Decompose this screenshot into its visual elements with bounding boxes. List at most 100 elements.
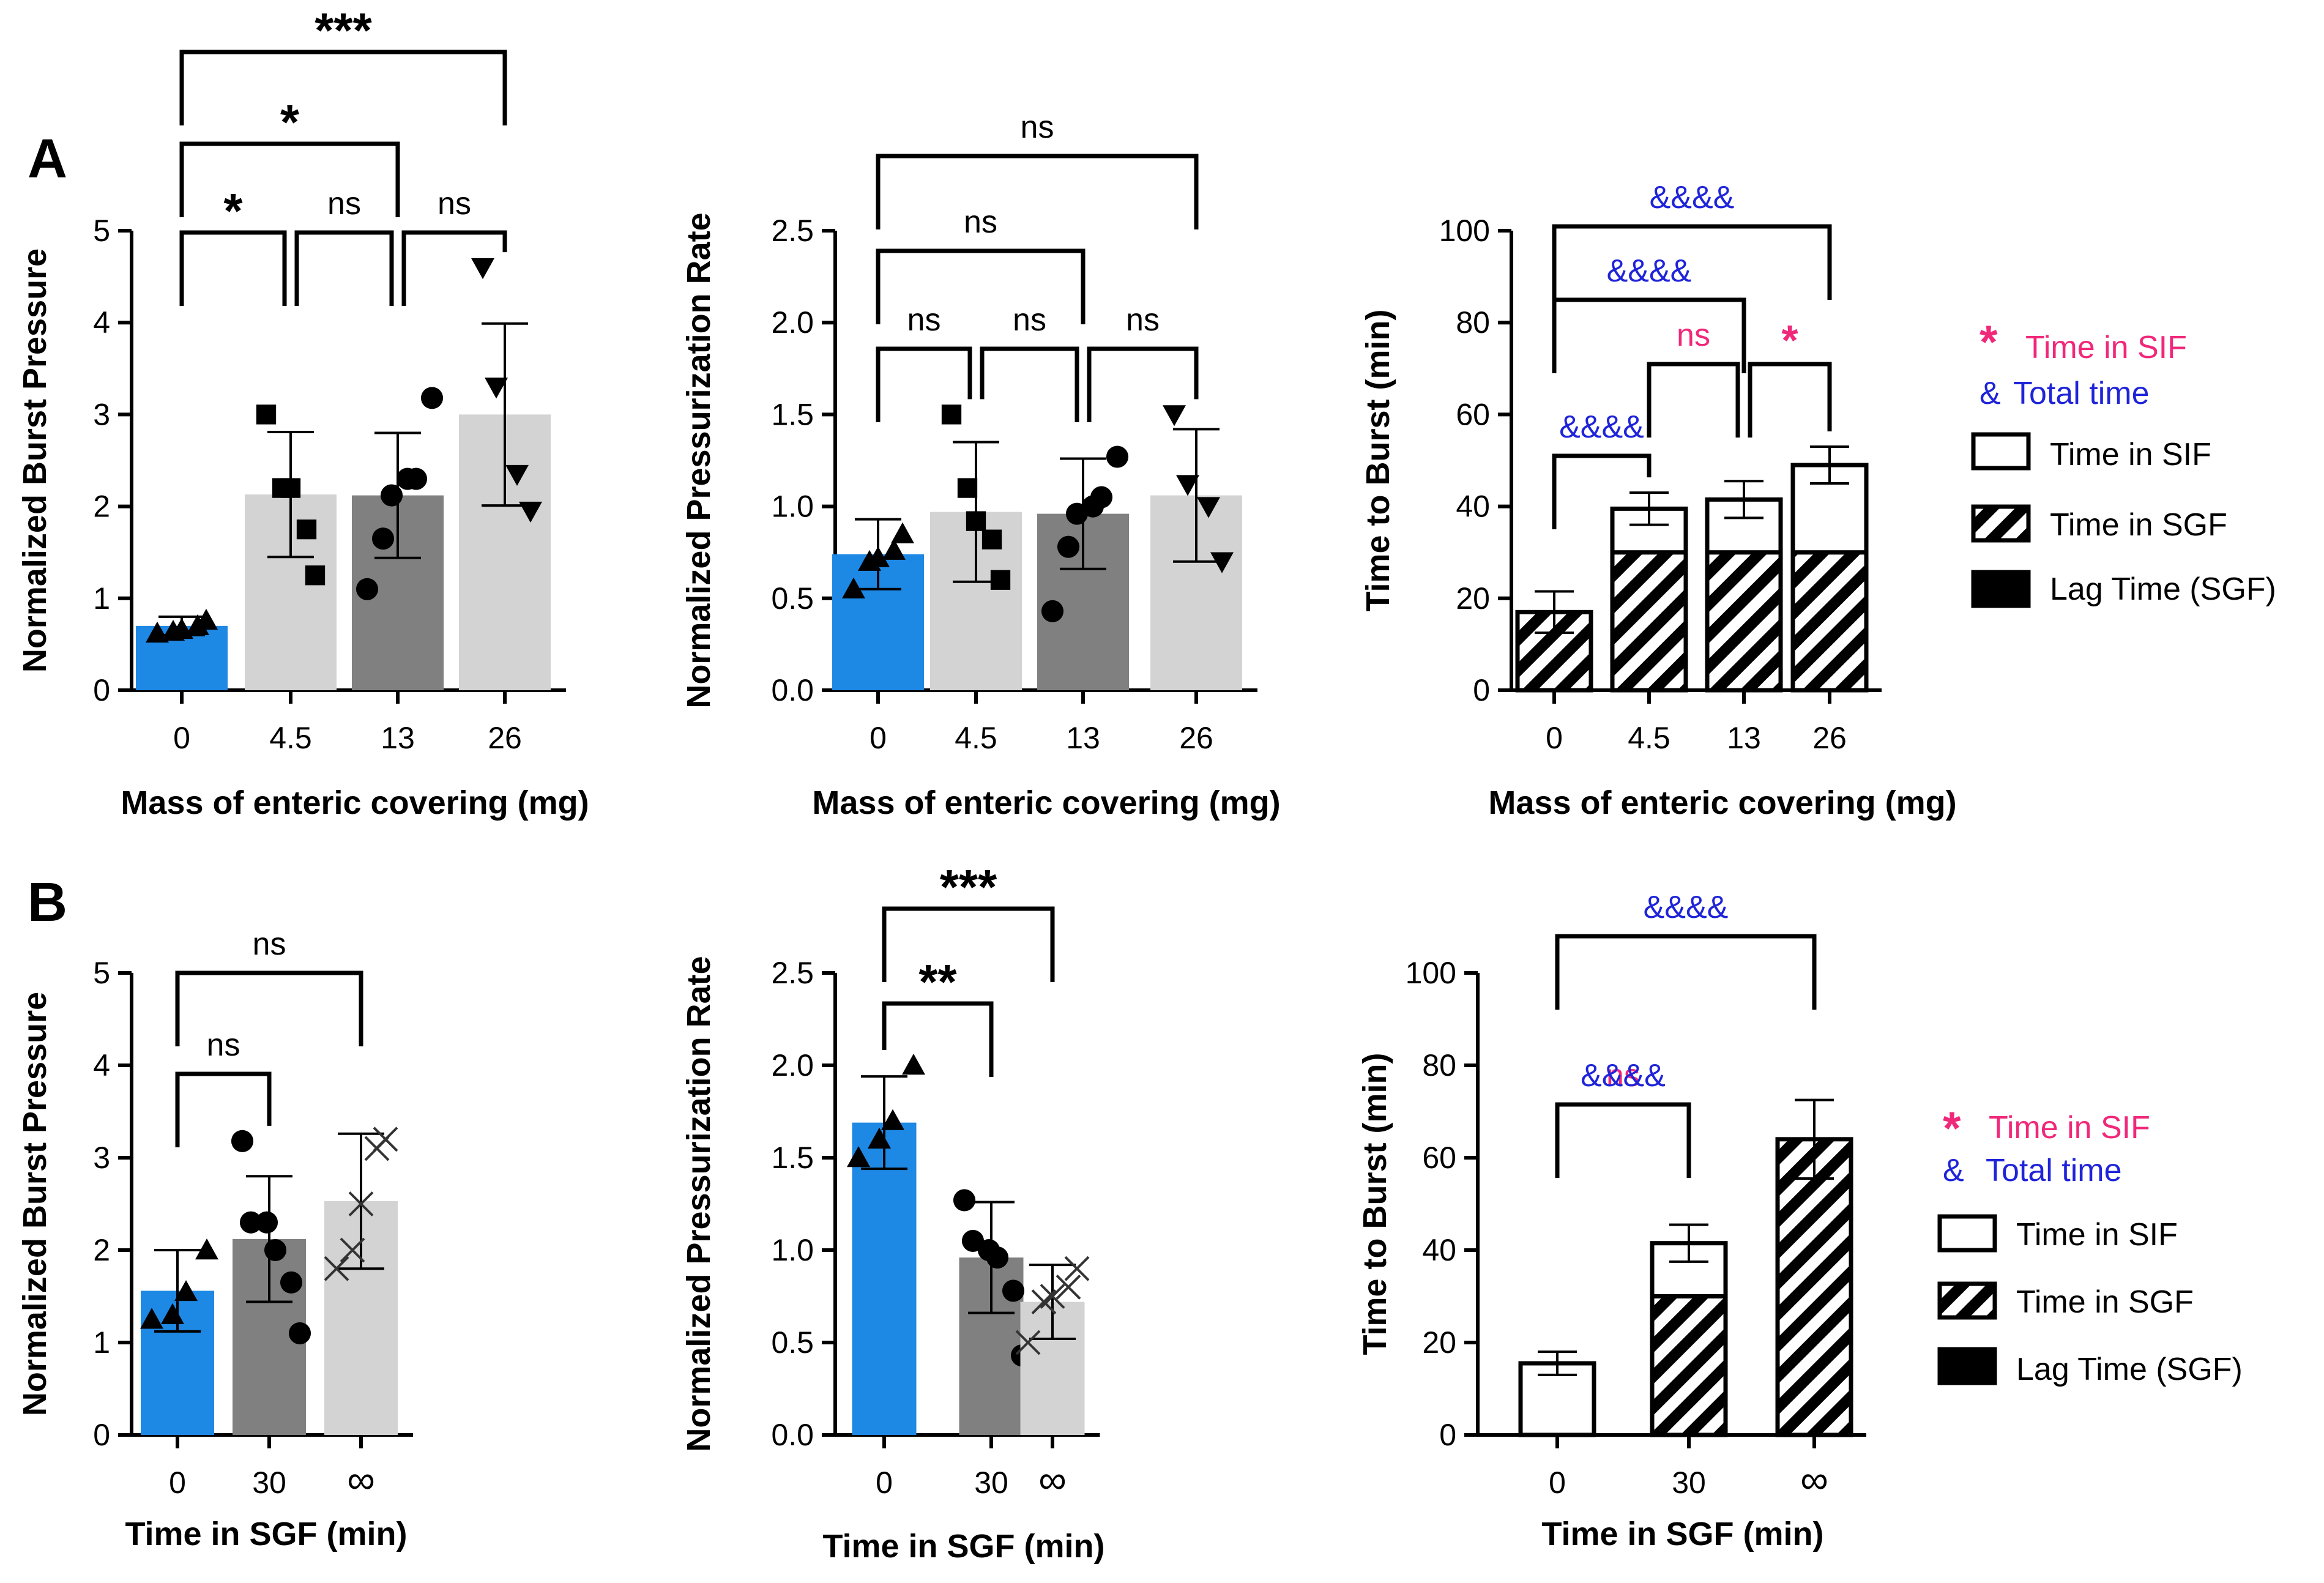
legend-b-total-text: Total time <box>1986 1153 2122 1188</box>
chart-b3-ytick-label: 40 <box>1422 1233 1456 1267</box>
chart-b1-point-1-1 <box>280 1271 303 1294</box>
chart-b1-ytick-label: 1 <box>93 1325 110 1360</box>
chart-a2-bracket-label-1: ns <box>1013 302 1046 338</box>
chart-a1-ytick-label: 0 <box>93 673 110 707</box>
chart-a1-point-0-4 <box>195 608 218 630</box>
legend-b-swatch-sif <box>1937 1214 1997 1253</box>
chart-a3-bar-sgf-1 <box>1610 550 1688 693</box>
chart-b3-ytick-label: 80 <box>1422 1048 1456 1082</box>
chart-a3-xtick-label: 4.5 <box>1628 721 1670 755</box>
chart-a2-pressurization-rate: 0.0 0.5 1.0 1.5 2.0 2.5 0 4.5 13 26 Mass of enteri… <box>680 110 1281 821</box>
chart-b2-ytick-label: 2.0 <box>771 1048 814 1082</box>
chart-b2-ytick-label: 2.5 <box>771 956 814 990</box>
chart-a3-bar-sgf-2 <box>1705 550 1783 693</box>
legend-a-item-lag: Lag Time (SGF) <box>2050 572 2276 607</box>
chart-a2-xtick-label: 0 <box>870 721 887 755</box>
chart-a1-xtick-label: 13 <box>381 721 415 755</box>
chart-b3-time-to-burst: 0 20 40 60 80 100 0 30 ∞ Time in SGF (min) Time to… <box>1357 890 1866 1552</box>
chart-b1-ytick-label: 3 <box>93 1141 110 1175</box>
chart-b2-point-0-3 <box>902 1054 925 1075</box>
chart-b1-xtick-label: 0 <box>169 1466 186 1500</box>
chart-a3-time-to-burst: 0 20 40 60 80 100 0 4.5 13 26 Mass of enteric cove… <box>1360 180 1957 821</box>
chart-b3-x-title: Time in SGF (min) <box>1541 1516 1823 1552</box>
legend-a-total-text: Total time <box>2013 376 2150 411</box>
chart-a1-bracket-3 <box>179 141 400 217</box>
chart-a1-point-2-2 <box>380 484 403 507</box>
legend-a-swatch-sgf <box>1971 504 2031 543</box>
legend-a: * Time in SIF & Total time Time in SIF T… <box>1971 316 2276 608</box>
chart-b3-bracket-0 <box>1555 1102 1691 1178</box>
chart-a2-ytick-label: 2.5 <box>771 214 814 248</box>
chart-a1-bracket-2 <box>401 230 507 306</box>
chart-a3-bracket-label-2: * <box>1781 316 1798 364</box>
legend-b-item-sgf: Time in SGF <box>2016 1284 2194 1320</box>
chart-b2-xtick-label: ∞ <box>1038 1458 1067 1502</box>
chart-a2-xtick-label: 26 <box>1179 721 1213 755</box>
chart-a1-burst-pressure: 0 1 2 3 4 5 0 4.5 13 26 Mass of enteric covering (… <box>17 3 589 821</box>
chart-a3-xtick-label: 13 <box>1727 721 1761 755</box>
chart-b1-point-0-0 <box>140 1308 163 1329</box>
legend-a-total-symbol: & <box>1979 376 2001 411</box>
chart-a2-x-title: Mass of enteric covering (mg) <box>812 784 1280 821</box>
chart-a3-xtick-label: 0 <box>1546 721 1563 755</box>
chart-b2-bracket-label-1: *** <box>940 860 997 914</box>
chart-b2-bracket-label-0: ** <box>918 955 957 1009</box>
chart-a2-point-3-1 <box>1197 497 1220 518</box>
chart-a1-point-2-1 <box>371 527 395 550</box>
chart-a1-point-2-0 <box>356 578 379 600</box>
chart-b3-xtick-label: ∞ <box>1800 1458 1828 1502</box>
chart-a1-bracket-label-4: *** <box>315 3 372 58</box>
chart-a1-bracket-label-2: ns <box>438 186 471 222</box>
chart-b1-point-2-4 <box>373 1127 398 1152</box>
chart-a2-bracket-0 <box>876 346 972 422</box>
chart-a1-point-3-1 <box>505 464 529 486</box>
chart-b2-ytick-label: 0.0 <box>771 1418 814 1452</box>
legend-b-total-symbol: & <box>1943 1153 1964 1188</box>
chart-a2-point-1-2 <box>966 511 986 531</box>
chart-a2-xtick-label: 4.5 <box>955 721 997 755</box>
chart-b3-bracket-label-2: &&&& <box>1644 890 1729 925</box>
chart-a2-point-1-4 <box>941 404 962 425</box>
chart-a1-xtick-label: 4.5 <box>269 721 312 755</box>
chart-b3-bar-sgf-1 <box>1650 1294 1728 1437</box>
chart-b1-point-1-5 <box>231 1130 254 1152</box>
chart-b3-ytick-label: 20 <box>1422 1325 1456 1360</box>
chart-a2-point-2-1 <box>1057 535 1080 558</box>
chart-b3-ytick-label: 60 <box>1422 1141 1456 1175</box>
legend-a-item-sif: Time in SIF <box>2050 437 2211 472</box>
chart-a1-point-0-0 <box>146 621 169 643</box>
chart-a1-point-1-0 <box>305 565 326 586</box>
panel-label-b: B <box>28 872 67 933</box>
chart-a1-bracket-label-1: ns <box>327 186 361 222</box>
chart-b3-y-title: Time to Burst (min) <box>1357 1052 1393 1355</box>
chart-b1-point-0-2 <box>174 1279 198 1302</box>
chart-a3-bracket-2 <box>1748 362 1832 438</box>
chart-b1-point-1-4 <box>239 1211 263 1234</box>
chart-a1-bracket-label-3: * <box>280 95 300 149</box>
chart-a2-ytick-label: 0.0 <box>771 673 814 707</box>
legend-a-item-sgf: Time in SGF <box>2050 507 2227 543</box>
legend-b-sif-text: Time in SIF <box>1989 1110 2150 1145</box>
chart-b1-x-title: Time in SGF (min) <box>125 1516 407 1552</box>
chart-a1-bracket-0 <box>179 230 287 306</box>
chart-b2-pressurization-rate: 0.0 0.5 1.0 1.5 2.0 2.5 0 30 ∞ Time in SGF (min) N… <box>680 860 1105 1565</box>
chart-a3-ytick-label: 0 <box>1473 673 1490 707</box>
chart-b2-x-title: Time in SGF (min) <box>822 1528 1104 1565</box>
chart-a3-bracket-1 <box>1647 362 1740 438</box>
chart-b1-point-2-2 <box>348 1191 374 1216</box>
chart-b2-point-0-2 <box>881 1109 904 1130</box>
chart-a1-point-2-4 <box>404 467 428 490</box>
chart-a2-bracket-1 <box>980 346 1079 422</box>
chart-a2-bracket-label-0: ns <box>907 302 941 338</box>
chart-b1-xtick-label: ∞ <box>347 1458 375 1502</box>
chart-b1-bracket-1 <box>175 970 363 1046</box>
chart-b3-xtick-label: 0 <box>1549 1466 1566 1500</box>
chart-b1-bracket-0 <box>175 1071 272 1147</box>
chart-a2-point-1-3 <box>957 478 978 498</box>
chart-a1-point-2-5 <box>420 387 444 409</box>
chart-b1-point-0-3 <box>195 1238 218 1260</box>
legend-b-sif-symbol: * <box>1943 1103 1961 1155</box>
chart-a2-point-1-1 <box>981 529 1002 549</box>
chart-a2-point-3-2 <box>1176 475 1199 496</box>
